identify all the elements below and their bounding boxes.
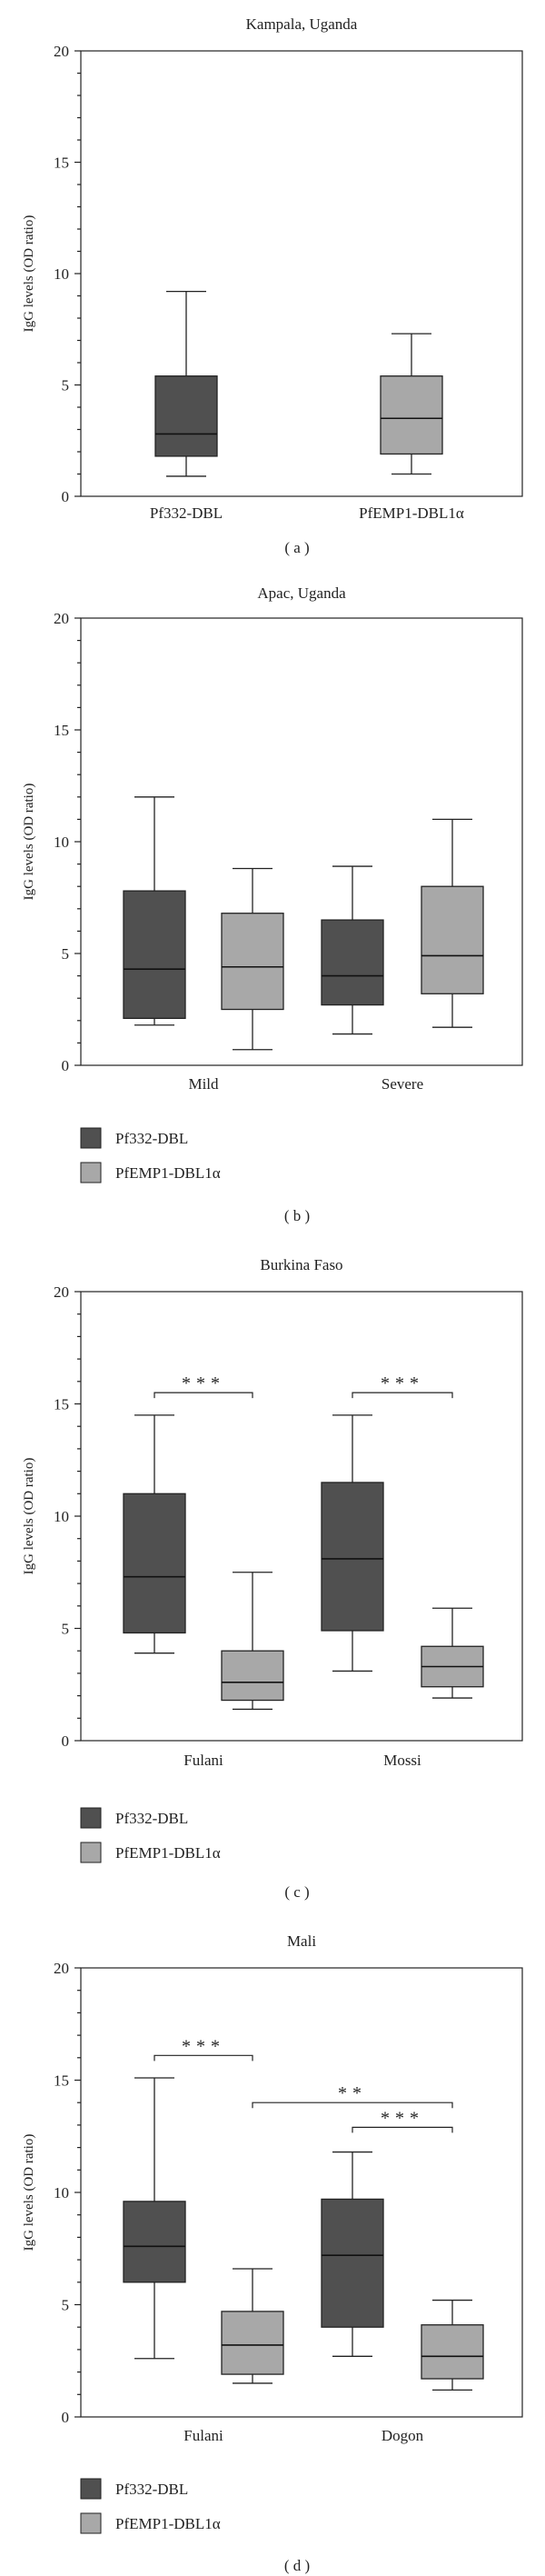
panel-d-legend-swatch-pfemp1 (81, 2513, 101, 2533)
panel-c-box-2-iqr (322, 1483, 383, 1631)
panel-b-ylabel: IgG levels (OD ratio) (22, 784, 36, 901)
panel-b-ytick-label: 5 (62, 945, 70, 963)
panel-c-ytick-label: 5 (62, 1621, 70, 1638)
panel-a-ytick-label: 5 (62, 377, 70, 394)
panel-a-plot-frame (81, 51, 522, 496)
panel-b-ytick-label: 15 (54, 722, 69, 739)
panel-b-ytick-label: 20 (54, 610, 69, 627)
panel-d-ytick-label: 10 (54, 2184, 69, 2202)
panel-d-box-1-iqr (222, 2311, 283, 2374)
panel-d-panel-label: ( d ) (284, 2557, 310, 2574)
panel-b-box-1-iqr (222, 914, 283, 1010)
panel-a-panel-label: ( a ) (284, 539, 309, 556)
panel-b-legend-swatch-pf332 (81, 1128, 101, 1148)
panel-b-ytick-label: 10 (54, 834, 69, 851)
panel-b-ytick-label: 0 (62, 1057, 70, 1074)
panel-d-ytick-label: 15 (54, 2072, 69, 2090)
panel-d-significance-stars-0: *** (182, 2036, 225, 2056)
panel-d-legend-label-pf332: Pf332-DBL (115, 2481, 188, 2498)
panel-a-ylabel: IgG levels (OD ratio) (22, 215, 36, 333)
panel-b-category-label-0: Mild (188, 1075, 219, 1093)
panel-b-category-label-1: Severe (382, 1075, 423, 1093)
panel-b-box-2-iqr (322, 920, 383, 1004)
panel-a-ytick-label: 0 (62, 488, 70, 505)
panel-b-legend-label-pfemp1: PfEMP1-DBL1α (115, 1164, 221, 1182)
panel-d-ytick-label: 5 (62, 2297, 70, 2314)
panel-b-legend-swatch-pfemp1 (81, 1163, 101, 1183)
panel-b-box-0-iqr (124, 891, 185, 1018)
panel-d-category-label-1: Dogon (382, 2427, 424, 2444)
panel-d-title: Mali (287, 1932, 316, 1950)
panel-c-significance-stars-0: *** (182, 1373, 225, 1393)
panel-b-title: Apac, Uganda (257, 584, 346, 602)
panel-a-title: Kampala, Uganda (246, 15, 358, 33)
panel-c-ytick-label: 15 (54, 1396, 69, 1413)
panel-c-legend-swatch-pfemp1 (81, 1842, 101, 1862)
panel-d-ytick-label: 20 (54, 1960, 69, 1977)
panel-c-category-label-1: Mossi (383, 1752, 421, 1769)
panel-a-box-0-xlabel: Pf332-DBL (150, 504, 223, 522)
panel-c-legend-label-pfemp1: PfEMP1-DBL1α (115, 1844, 221, 1862)
panel-a-ytick-label: 10 (54, 265, 69, 283)
panel-a-box-0-iqr (155, 376, 217, 456)
panel-c-title: Burkina Faso (260, 1256, 342, 1273)
panel-d-category-label-0: Fulani (183, 2427, 223, 2444)
panel-c-ytick-label: 20 (54, 1283, 69, 1301)
panel-d-ylabel: IgG levels (OD ratio) (22, 2134, 36, 2252)
panel-c-legend-label-pf332: Pf332-DBL (115, 1810, 188, 1827)
figure-canvas: Kampala, Uganda 0 5 10 15 20 IgG levels (OD ra… (0, 0, 545, 2576)
panel-d-box-3-iqr (421, 2325, 483, 2379)
panel-c-category-label-0: Fulani (183, 1752, 223, 1769)
panel-b-panel-label: ( b ) (284, 1207, 310, 1224)
panel-b-box-3-iqr (421, 886, 483, 993)
panel-a-ytick-label: 15 (54, 155, 69, 172)
panel-c-ytick-label: 10 (54, 1508, 69, 1525)
panel-d-ytick-label: 0 (62, 2409, 70, 2426)
panel-c-ylabel: IgG levels (OD ratio) (22, 1458, 36, 1575)
panel-c-significance-stars-1: *** (381, 1373, 424, 1393)
panel-d-legend-label-pfemp1: PfEMP1-DBL1α (115, 2515, 221, 2532)
panel-d-box-0-iqr (124, 2202, 185, 2282)
panel-d-box-2-iqr (322, 2199, 383, 2327)
panel-a-ytick-label: 20 (54, 43, 69, 60)
panel-c-box-0-iqr (124, 1493, 185, 1632)
panel-a-box-1-xlabel: PfEMP1-DBL1α (359, 504, 464, 522)
panel-d-legend-swatch-pf332 (81, 2479, 101, 2499)
panel-d-significance-stars-1: ** (338, 2083, 367, 2103)
panel-c-legend-swatch-pf332 (81, 1808, 101, 1828)
panel-c-panel-label: ( c ) (284, 1883, 309, 1901)
panel-d-significance-stars-2: *** (381, 2108, 424, 2128)
panel-b-legend-label-pf332: Pf332-DBL (115, 1130, 188, 1147)
panel-c-ytick-label: 0 (62, 1732, 70, 1750)
panel-a-box-1-iqr (381, 376, 442, 454)
panel-c-box-1-iqr (222, 1651, 283, 1700)
